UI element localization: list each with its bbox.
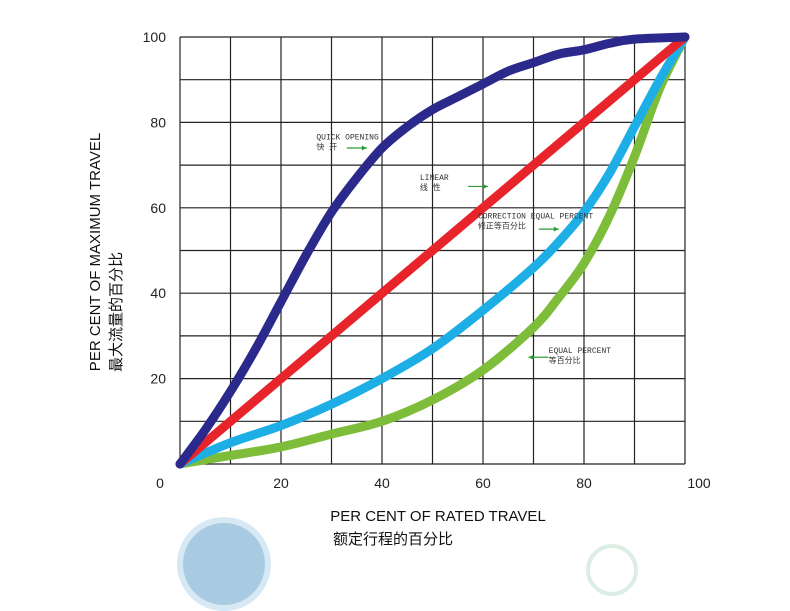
x-tick-label: 100 [687,475,711,491]
annotation-arrowhead-corr [553,226,559,232]
series-line-corr [175,32,690,469]
annotation-label-quick: 快 开 [316,141,337,152]
decorative-circle-small [586,544,638,596]
annotation-label-corr: CORRECTION EQUAL PERCENT [478,212,593,221]
x-tick-label: 40 [374,475,390,491]
y-tick-label: 100 [143,29,167,45]
x-tick-label: 60 [475,475,491,491]
series-lines [175,32,690,469]
annotation-label-quick: QUICK OPENING [316,133,379,142]
annotation-label-linear: LINEAR [420,174,449,183]
x-tick-label: 0 [156,475,164,491]
annotation-arrowhead-linear [483,183,489,189]
series-line-quick [175,32,690,469]
annotation-label-equal: 等百分比 [549,355,581,366]
y-axis-title-cn: 最大流量的百分比 [108,252,125,372]
y-tick-label: 40 [150,285,166,301]
x-axis-title: PER CENT OF RATED TRAVEL [330,508,546,525]
series-line-equal [175,32,690,469]
annotation-arrowhead-equal [528,354,534,360]
decorative-circle [177,517,271,611]
annotation-label-linear: 线 性 [420,182,441,193]
annotation-label-corr: 修正等百分比 [478,220,526,231]
grid [179,36,686,465]
series-line-linear [175,32,690,469]
x-tick-labels: 0 20 40 60 80 100 [156,475,711,491]
y-tick-labels: 20 40 60 80 100 [143,29,167,387]
y-tick-label: 80 [150,114,166,130]
x-tick-label: 80 [576,475,592,491]
y-tick-label: 20 [150,371,166,387]
y-axis-title: PER CENT OF MAXIMUM TRAVEL [87,133,104,371]
chart: 20 40 60 80 100 0 20 40 60 80 100 QUICK OPENING快 … [87,29,711,548]
x-tick-label: 20 [273,475,289,491]
annotation-label-equal: EQUAL PERCENT [549,347,612,356]
annotation-arrowhead-quick [361,145,367,151]
y-tick-label: 60 [150,200,166,216]
x-axis-title-cn: 额定行程的百分比 [333,531,453,548]
